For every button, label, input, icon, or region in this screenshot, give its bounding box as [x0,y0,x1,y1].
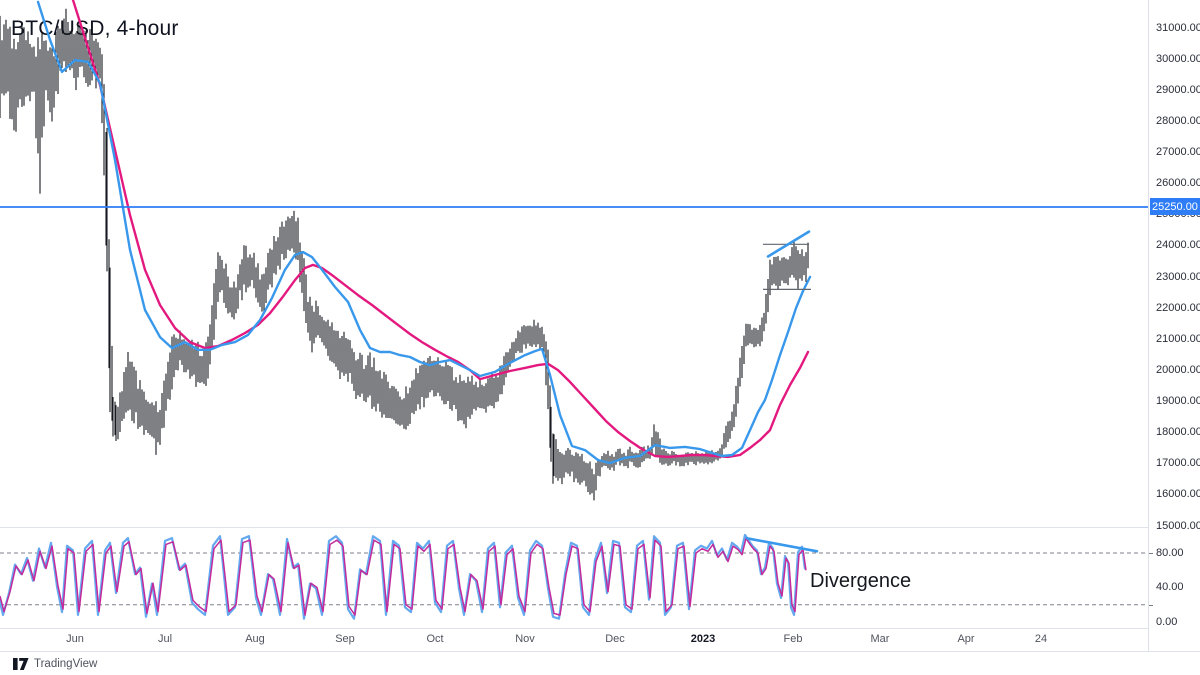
time-tick-label: Feb [783,633,803,645]
price-tick-label: 24000.00 [1156,239,1200,251]
price-axis[interactable]: 25250.00 31000.00 30000.00 29000.00 28000.0… [1148,0,1200,651]
stoch-tick-label: 80.00 [1156,547,1184,559]
stoch-tick-label: 0.00 [1156,616,1178,628]
price-tick-label: 30000.00 [1156,53,1200,65]
price-tick-label: 17000.00 [1156,457,1200,469]
price-tick-label: 16000.00 [1156,488,1200,500]
time-tick-label: Mar [870,633,890,645]
price-tick-label: 18000.00 [1156,426,1200,438]
price-trendline[interactable] [766,230,811,258]
divergence-label[interactable]: Divergence [810,570,912,592]
tradingview-logo-icon [13,658,29,670]
price-tick-label: 19000.00 [1156,395,1200,407]
pane-separator[interactable] [0,628,1200,629]
stoch-pane [0,533,1148,620]
tradingview-logo[interactable]: TradingView [13,656,97,672]
axis-tick-dash [1149,553,1153,554]
time-tick-label: Aug [245,633,265,645]
time-tick-label: Nov [515,633,535,645]
chart-bottom-border [0,651,1200,652]
time-tick-label: Oct [426,633,444,645]
stoch-d-line[interactable] [0,537,807,616]
axis-tick-dash [1149,605,1153,606]
stoch-trendline[interactable] [745,536,819,553]
price-tick-label: 26000.00 [1156,177,1200,189]
stoch-tick-label: 40.00 [1156,581,1184,593]
stoch-k-line[interactable] [0,533,807,620]
annotations-layer [0,206,1148,553]
price-tick-label: 20000.00 [1156,364,1200,376]
pane-separator[interactable] [0,527,1200,528]
chart-canvas[interactable] [0,0,1148,651]
time-tick-label: Sep [335,633,355,645]
time-axis[interactable]: Jun Jul Aug Sep Oct Nov Dec 2023 Feb Mar Apr 24 [0,628,1148,651]
time-tick-label: 2023 [690,633,716,645]
ma-blue-line[interactable] [36,0,812,465]
price-tick-label: 27000.00 [1156,146,1200,158]
price-tick-label: 29000.00 [1156,84,1200,96]
price-tick-label: 31000.00 [1156,22,1200,34]
price-tick-label: 28000.00 [1156,115,1200,127]
tradingview-logo-text: TradingView [34,658,98,670]
price-pane [0,0,812,501]
time-tick-label: Apr [957,633,975,645]
time-tick-label: Jun [66,633,84,645]
price-tick-label: 23000.00 [1156,271,1200,283]
price-tick-label: 22000.00 [1156,302,1200,314]
time-tick-label: Jul [157,633,173,645]
chart-title: BTC/USD, 4-hour [11,17,179,40]
price-level-label: 25250.00 [1150,198,1200,215]
time-tick-label: 24 [1034,633,1048,645]
price-tick-label: 15000.00 [1156,520,1200,532]
price-tick-label: 21000.00 [1156,333,1200,345]
time-tick-label: Dec [605,633,625,645]
candlestick-series[interactable] [0,8,809,501]
